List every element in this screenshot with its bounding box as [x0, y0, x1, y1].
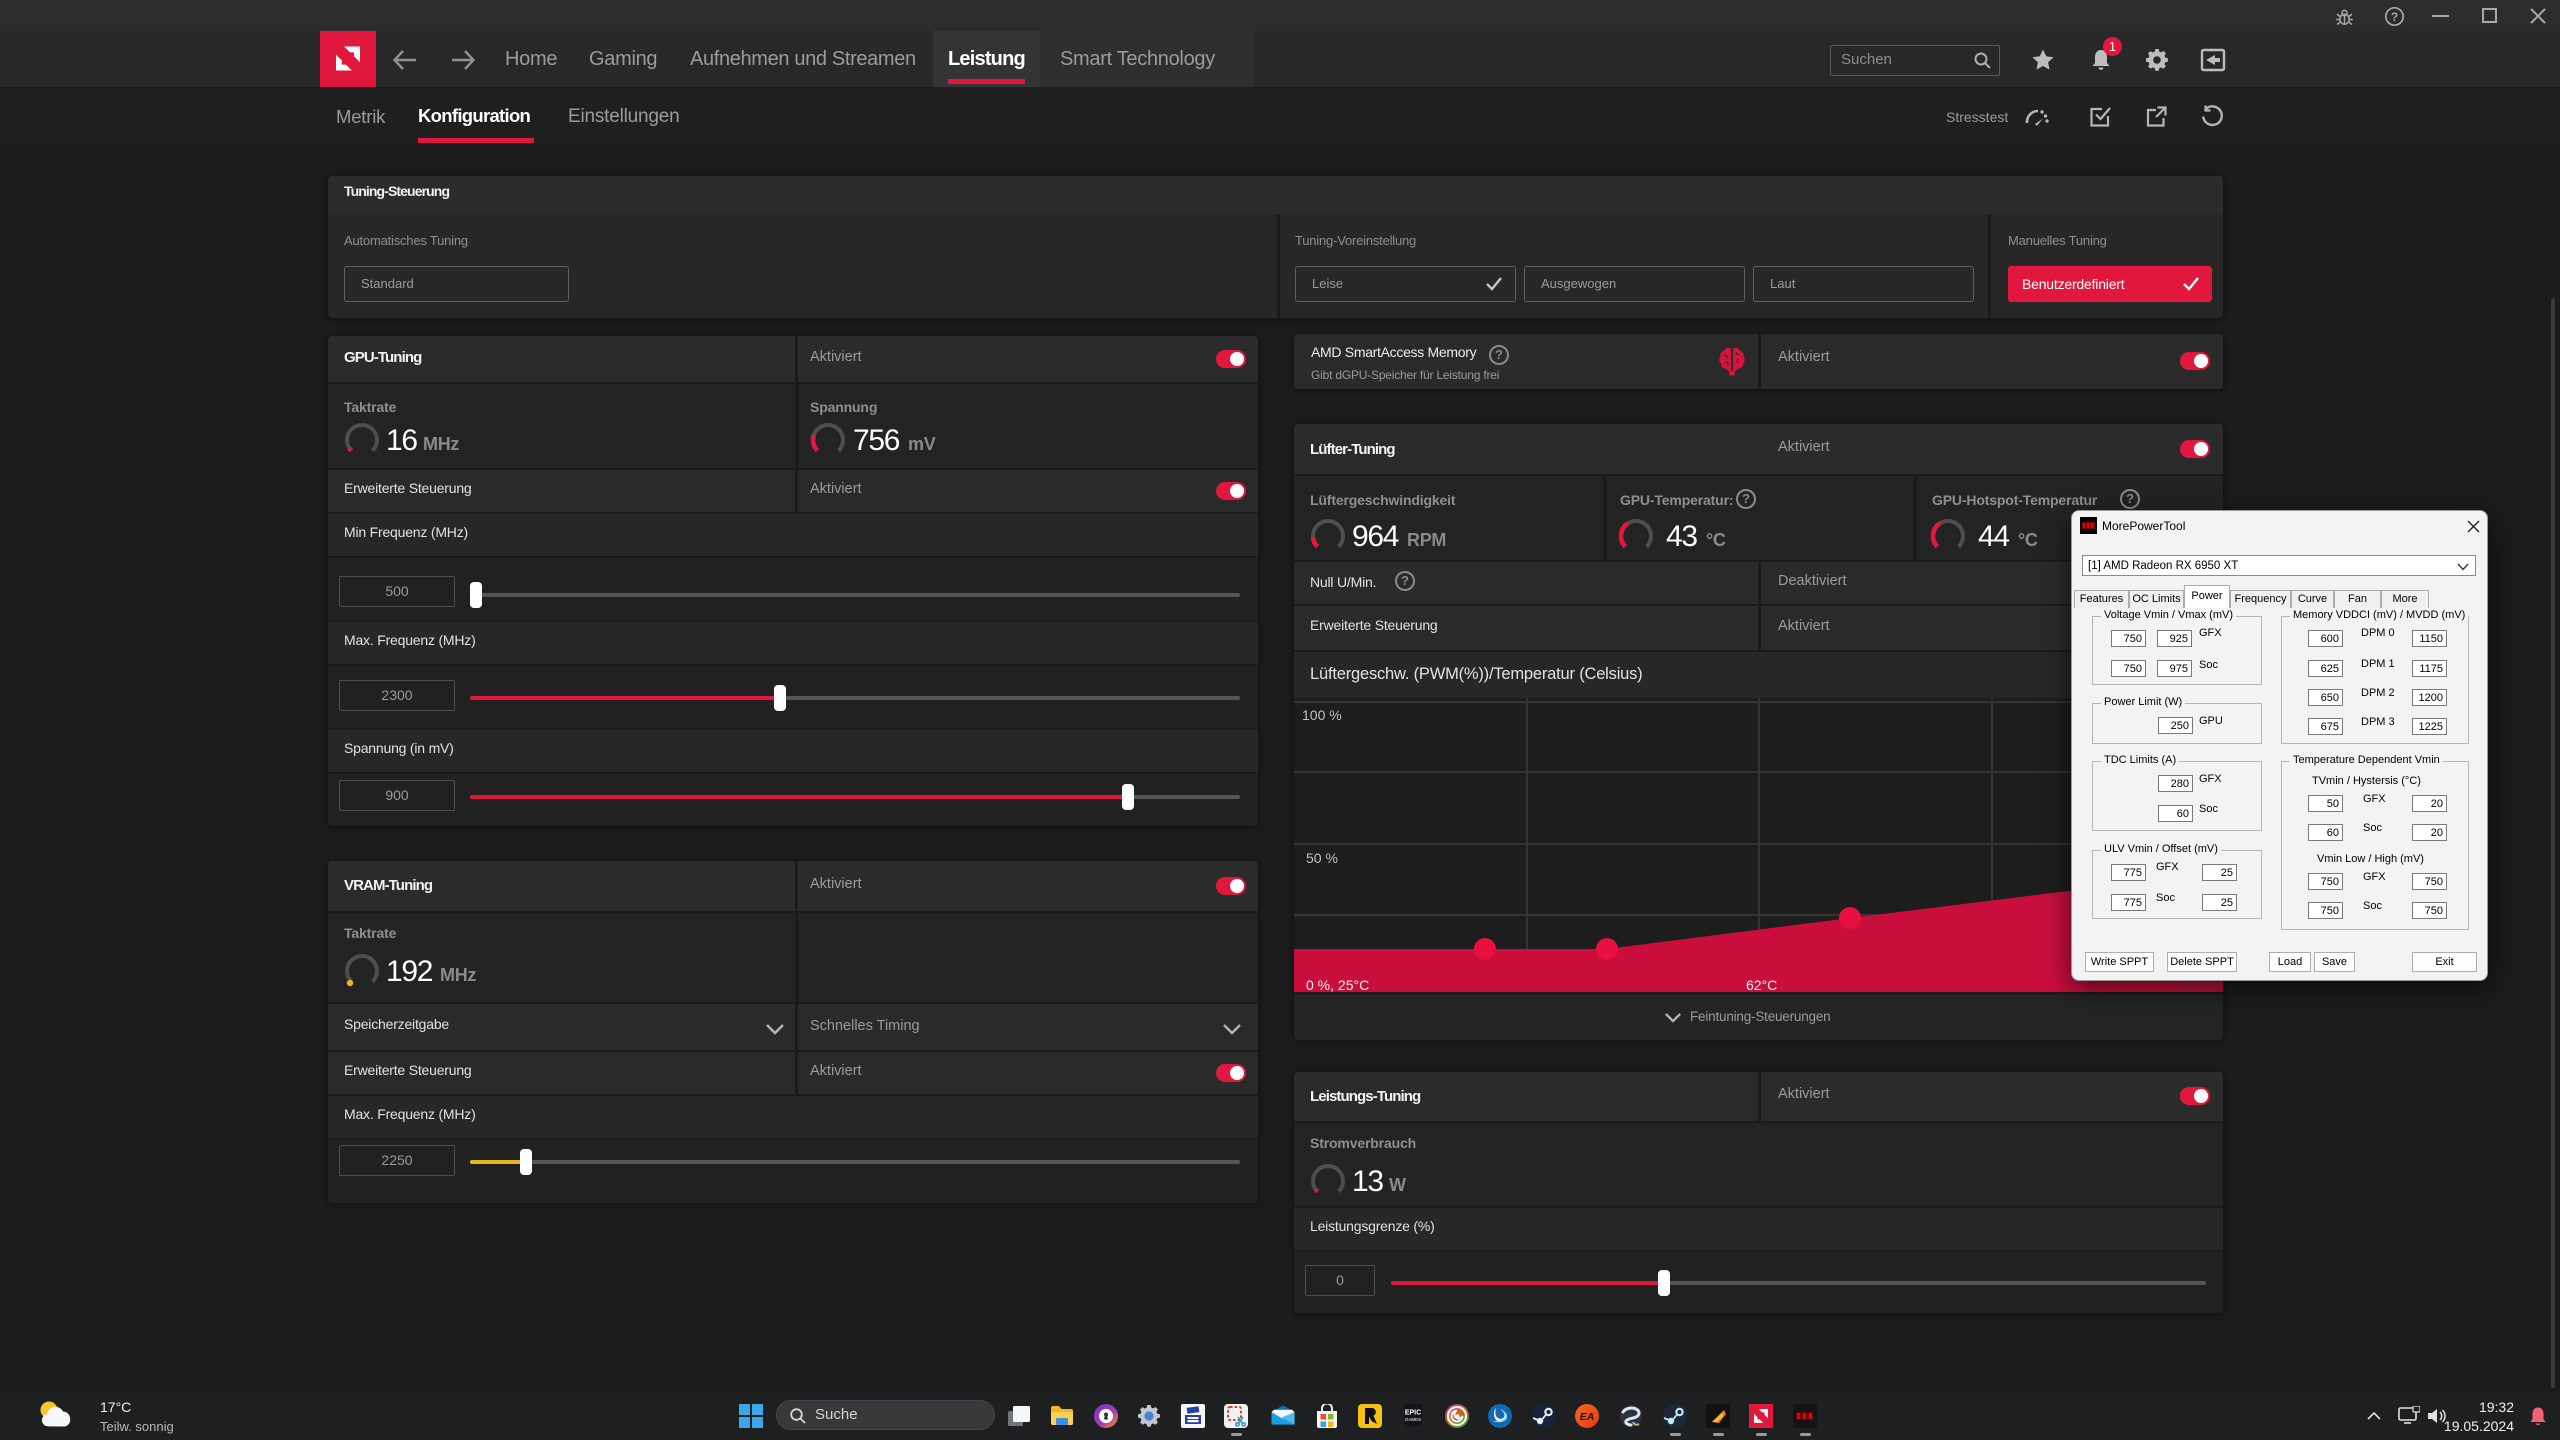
svg-text:GAMES: GAMES — [1405, 1417, 1421, 1422]
svg-text:EA: EA — [1580, 1411, 1595, 1423]
svg-text:?: ? — [2391, 10, 2398, 24]
svg-text:EPIC: EPIC — [1405, 1410, 1421, 1417]
